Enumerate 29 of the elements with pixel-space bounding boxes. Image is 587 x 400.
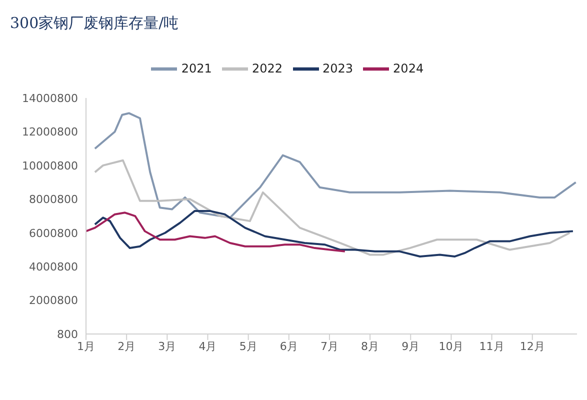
legend-label: 2021 xyxy=(181,61,212,76)
line-series xyxy=(94,112,577,219)
line-series xyxy=(94,210,574,258)
y-tick-label: 14000800 xyxy=(22,92,78,105)
x-tick-label: 9月 xyxy=(402,340,420,353)
y-tick-label: 4000800 xyxy=(29,260,78,274)
x-tick-label: 2月 xyxy=(118,340,136,353)
x-tick-label: 12月 xyxy=(520,340,545,353)
x-tick-label: 3月 xyxy=(158,340,176,353)
line-series xyxy=(86,212,346,252)
x-tick-label: 8月 xyxy=(361,340,380,353)
x-tick-label: 10月 xyxy=(438,340,464,353)
x-tick-label: 11月 xyxy=(479,340,504,353)
line-series xyxy=(94,159,571,256)
x-tick-label: 1月 xyxy=(77,340,95,353)
y-tick-label: 6000800 xyxy=(29,226,78,240)
y-tick-label: 800 xyxy=(57,328,78,341)
legend-label: 2022 xyxy=(252,61,282,76)
y-tick-label: 8000800 xyxy=(29,193,78,206)
chart-title: 300家钢厂废钢库存量/吨 xyxy=(10,14,179,33)
y-tick-label: 2000800 xyxy=(29,294,78,308)
y-tick-label: 10000800 xyxy=(22,159,78,172)
x-tick-label: 7月 xyxy=(320,340,338,353)
x-tick-label: 5月 xyxy=(239,340,258,353)
x-tick-label: 6月 xyxy=(280,340,298,353)
legend-label: 2024 xyxy=(393,61,424,76)
legend-label: 2023 xyxy=(322,61,354,76)
x-tick-label: 4月 xyxy=(198,340,217,353)
y-tick-label: 12000800 xyxy=(22,126,78,139)
